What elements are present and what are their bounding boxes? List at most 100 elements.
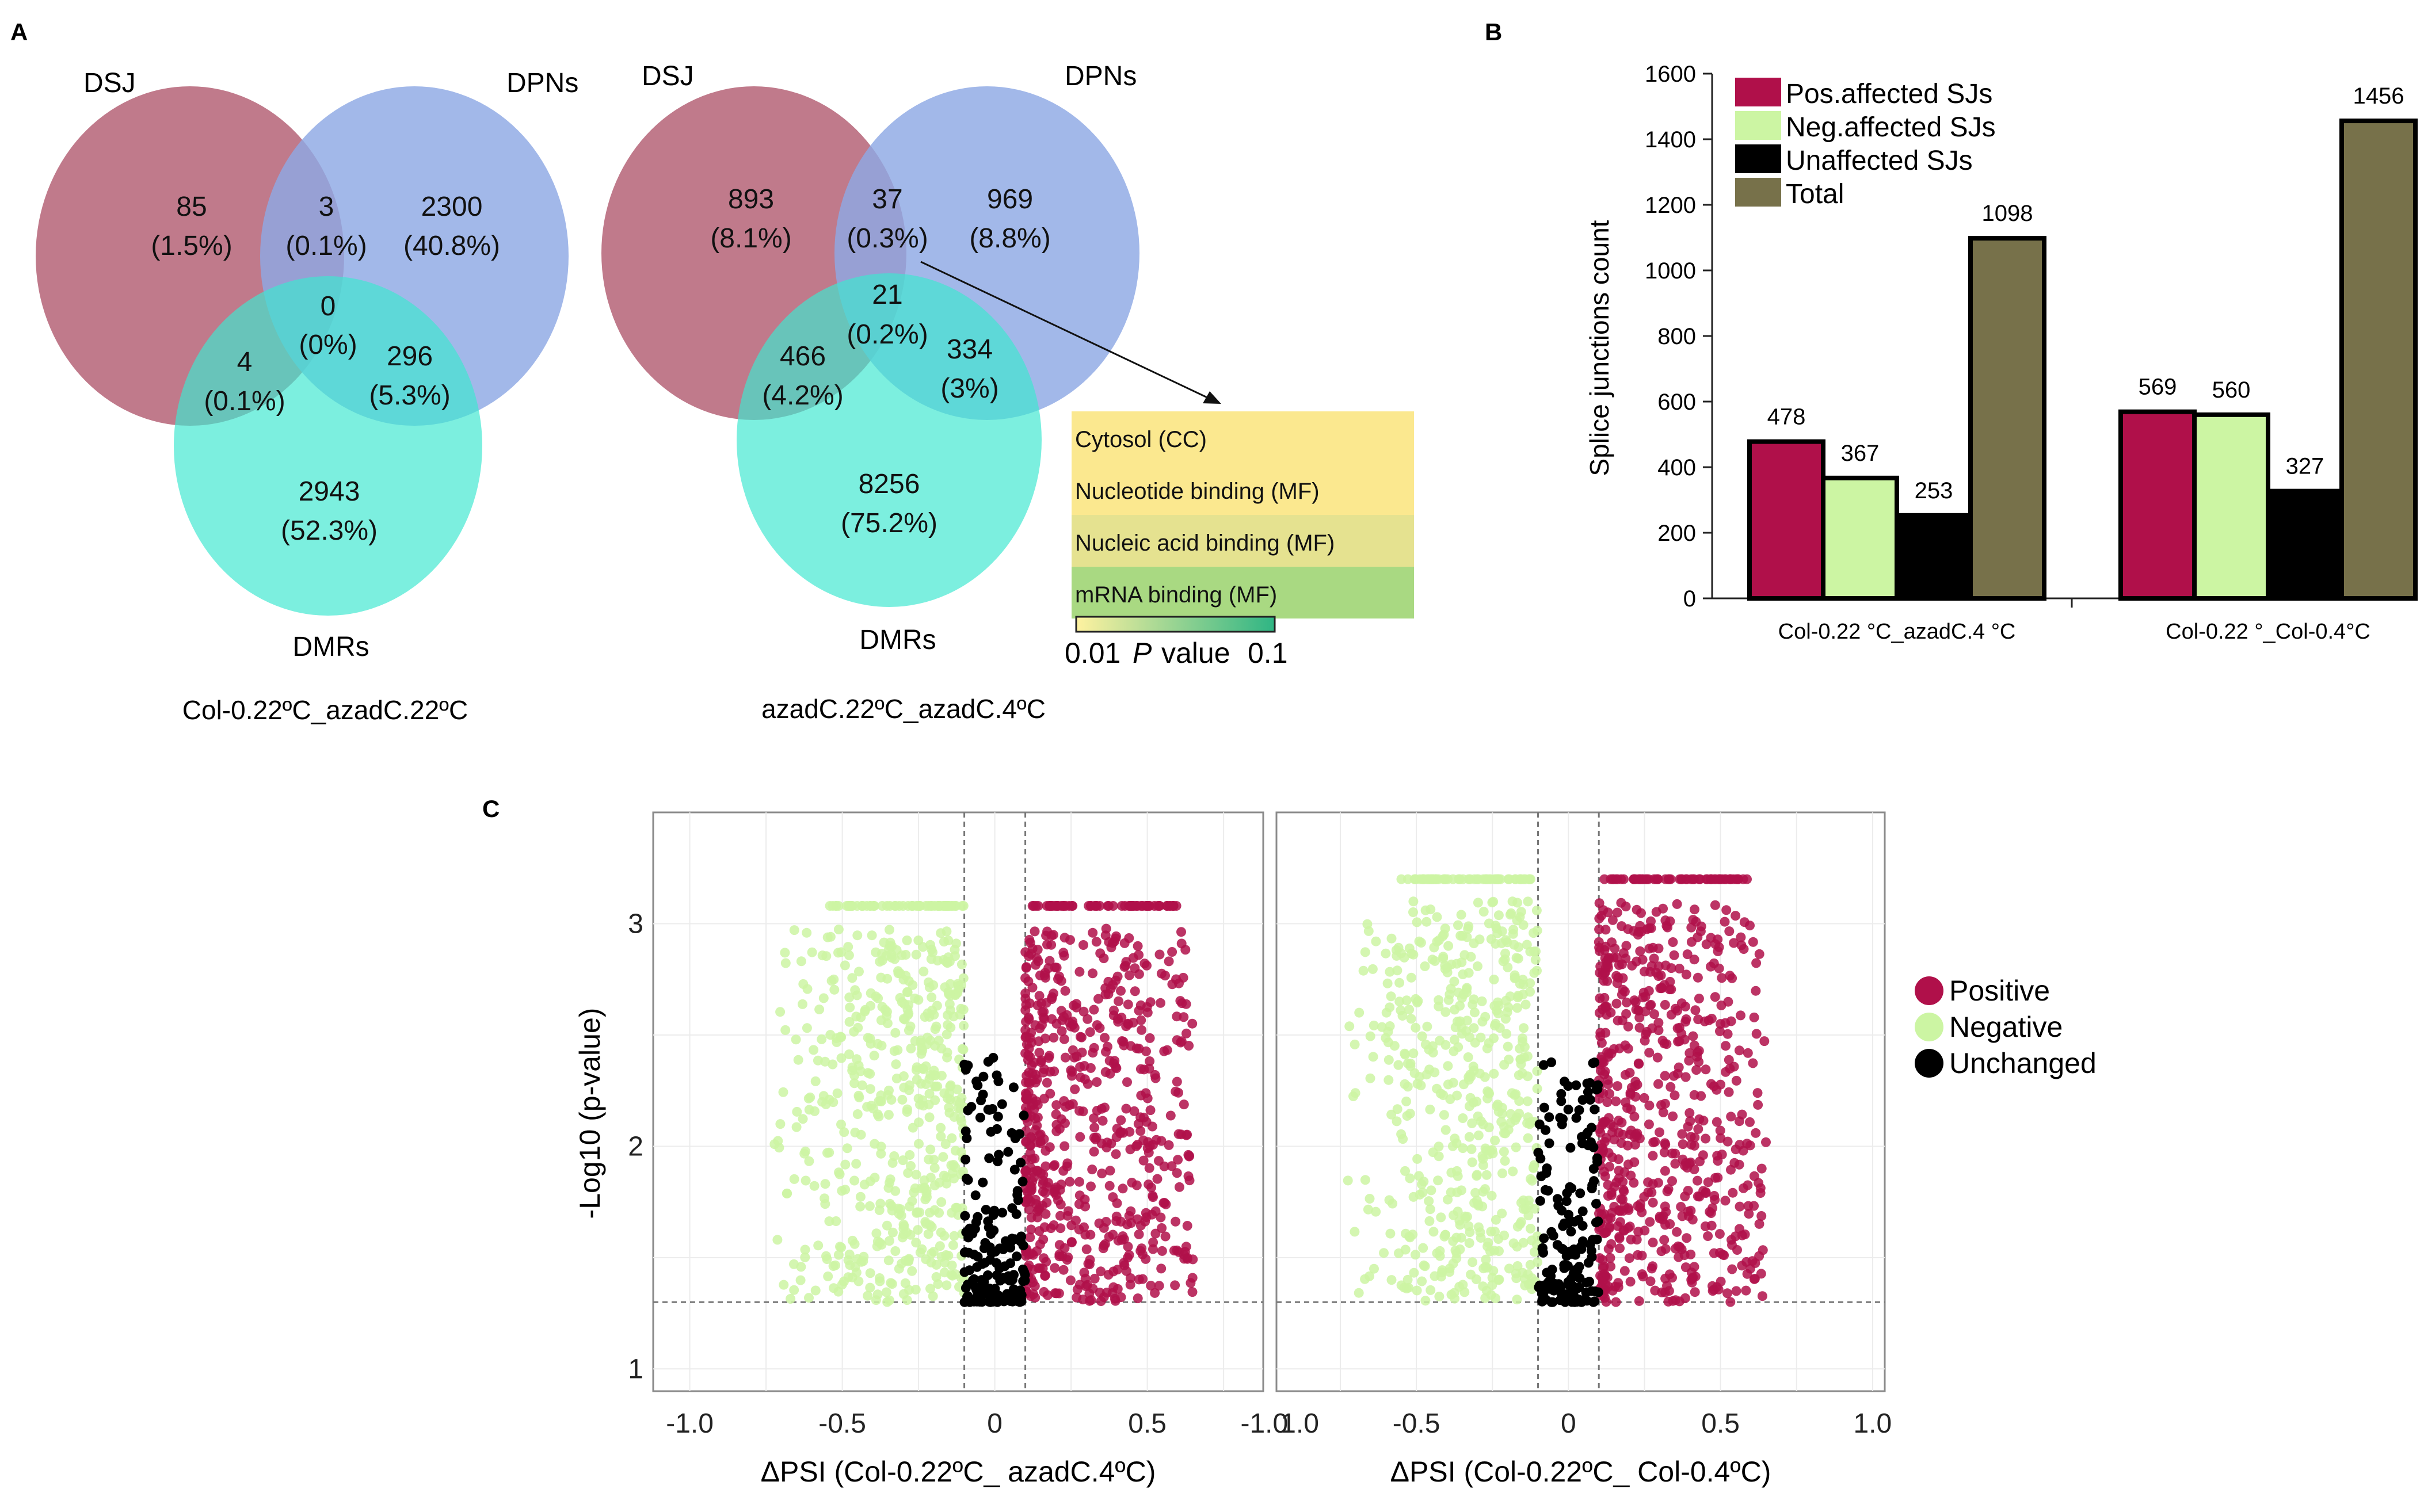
volcano-point xyxy=(1622,997,1632,1007)
volcano-point xyxy=(1508,929,1518,939)
volcano-point xyxy=(947,1133,957,1143)
volcano-point xyxy=(1490,1227,1500,1237)
volcano-point xyxy=(1416,938,1426,948)
volcano-point xyxy=(1618,1194,1628,1205)
volcano-point xyxy=(1451,1232,1462,1243)
volcano-point xyxy=(1464,1238,1474,1248)
volcano-point xyxy=(936,928,946,938)
volcano-point xyxy=(1526,1117,1536,1127)
volcano-point xyxy=(1585,1239,1595,1250)
volcano-point xyxy=(1668,937,1678,947)
volcano-point xyxy=(1589,1176,1599,1186)
volcano-point xyxy=(970,1224,980,1234)
volcano-point xyxy=(949,1173,959,1183)
volcano-point xyxy=(1424,1216,1435,1226)
volcano-point xyxy=(1564,1209,1574,1220)
volcano-point xyxy=(1180,945,1191,955)
volcano-point xyxy=(1546,1057,1557,1067)
volcano-point xyxy=(874,1112,884,1122)
volcano-x-tick-label: 0.5 xyxy=(1701,1408,1740,1439)
volcano-point xyxy=(1167,947,1177,957)
volcano-point xyxy=(1154,949,1165,960)
volcano-point xyxy=(1027,983,1038,992)
volcano-point xyxy=(1693,1124,1703,1134)
volcano-point xyxy=(1116,1216,1126,1227)
volcano-x-tick-label: 0 xyxy=(987,1408,1003,1439)
volcano-point xyxy=(900,1255,910,1266)
volcano-point xyxy=(1458,1113,1468,1123)
volcano-point xyxy=(883,1110,894,1120)
volcano-point xyxy=(1478,907,1489,917)
volcano-point xyxy=(1653,971,1664,981)
volcano-point xyxy=(852,930,863,941)
volcano-point xyxy=(884,1236,894,1246)
volcano-point xyxy=(921,1079,931,1089)
volcano-point xyxy=(1530,954,1541,965)
volcano-point xyxy=(1023,1013,1034,1023)
volcano-point xyxy=(1058,1166,1069,1176)
volcano-point xyxy=(1412,1285,1422,1296)
volcano-point xyxy=(1637,954,1648,965)
volcano-point xyxy=(1512,915,1522,926)
volcano-point xyxy=(1639,1093,1649,1103)
volcano-point xyxy=(1131,1043,1142,1053)
volcano-point xyxy=(1394,996,1405,1007)
volcano-point xyxy=(1612,907,1622,918)
volcano-x-tick-label: -1.0 xyxy=(666,1408,714,1439)
volcano-point xyxy=(1443,1061,1453,1071)
volcano-point xyxy=(908,980,918,990)
volcano-point xyxy=(1585,1095,1595,1105)
volcano-point xyxy=(945,991,955,1001)
volcano-point xyxy=(1451,1248,1462,1258)
volcano-point xyxy=(792,1106,802,1117)
volcano-point xyxy=(1426,1285,1436,1295)
volcano-point xyxy=(866,988,876,998)
volcano-point xyxy=(1392,1116,1402,1127)
volcano-point xyxy=(1060,1052,1070,1063)
volcano-point xyxy=(1408,896,1419,907)
venn1-dmr-circle xyxy=(174,276,482,616)
volcano-point xyxy=(1565,1143,1576,1153)
volcano-point xyxy=(1739,944,1749,954)
volcano-point xyxy=(1609,1122,1619,1132)
volcano-point xyxy=(1080,1201,1091,1212)
volcano-point xyxy=(1125,1273,1135,1283)
volcano-point xyxy=(890,1246,901,1256)
volcano-point xyxy=(1067,1071,1077,1081)
volcano-point xyxy=(1475,1227,1485,1238)
volcano-point xyxy=(1660,1071,1670,1081)
venn1-dpn-dmr-pct: (5.3%) xyxy=(369,380,450,411)
volcano-point xyxy=(1157,1246,1167,1256)
volcano-point xyxy=(1116,1013,1127,1023)
volcano-point xyxy=(1129,1106,1139,1116)
volcano-point xyxy=(1085,1027,1095,1037)
volcano-point xyxy=(927,944,937,954)
volcano-point xyxy=(950,1162,961,1173)
volcano-point xyxy=(823,1272,833,1281)
volcano-point xyxy=(1396,874,1407,884)
volcano-point xyxy=(913,901,924,911)
volcano-point xyxy=(1731,1075,1741,1086)
volcano-point xyxy=(1011,1209,1022,1219)
volcano-point xyxy=(1712,1117,1722,1127)
volcano-point xyxy=(1667,1273,1677,1283)
volcano-point xyxy=(881,1287,891,1297)
volcano-point xyxy=(1626,1170,1636,1181)
volcano-point xyxy=(1487,1273,1497,1283)
volcano-point xyxy=(1633,930,1643,940)
volcano-point xyxy=(1411,994,1421,1004)
volcano-point xyxy=(1734,1159,1744,1170)
volcano-point xyxy=(1411,1022,1421,1033)
volcano-point xyxy=(1749,1012,1759,1022)
volcano-point xyxy=(1074,1177,1084,1187)
volcano-point xyxy=(1495,1023,1505,1033)
bar-y-tick-label: 400 xyxy=(1657,455,1696,480)
volcano-point xyxy=(905,1150,915,1160)
volcano-point xyxy=(1087,1164,1097,1175)
volcano-point xyxy=(1162,1045,1172,1055)
volcano-point xyxy=(1039,1094,1049,1104)
volcano-point xyxy=(963,1291,973,1301)
volcano-point xyxy=(1417,1276,1427,1286)
volcano-point xyxy=(820,1199,830,1209)
bar xyxy=(2192,412,2270,601)
